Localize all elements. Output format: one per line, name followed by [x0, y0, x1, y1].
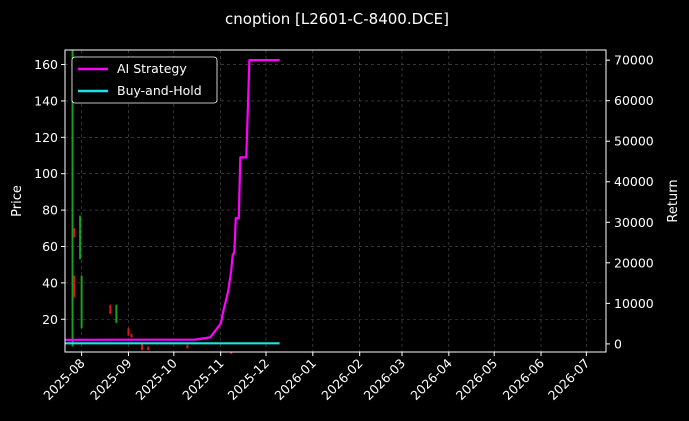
chart-title: cnoption [L2601-C-8400.DCE]	[225, 10, 449, 28]
y-left-tick-label: 60	[42, 239, 58, 254]
y-left-tick-label: 80	[42, 203, 58, 218]
candle	[115, 304, 118, 323]
y-right-tick-label: 40000	[614, 174, 654, 189]
y-right-tick-label: 0	[614, 336, 622, 351]
candle	[130, 333, 133, 338]
y-right-tick-label: 30000	[614, 215, 654, 230]
legend: AI Strategy Buy-and-Hold	[71, 56, 218, 104]
candle	[186, 344, 189, 349]
candle	[73, 275, 76, 298]
candles	[71, 50, 233, 354]
legend-box	[71, 56, 218, 104]
y-left-tick-label: 140	[34, 93, 58, 108]
candle	[71, 50, 74, 347]
y-left-tick-label: 20	[42, 312, 58, 327]
legend-bh-label: Buy-and-Hold	[117, 83, 202, 98]
candle	[109, 304, 112, 314]
candle	[80, 275, 83, 329]
candle	[73, 228, 76, 238]
y-left-tick-label: 160	[34, 57, 58, 72]
plot-frame	[64, 49, 607, 353]
y-right-tick-label: 20000	[614, 255, 654, 270]
grid	[65, 50, 606, 352]
y-right-tick-label: 10000	[614, 296, 654, 311]
y-axis-label-right: Return	[666, 179, 681, 222]
y-left-tick-label: 40	[42, 275, 58, 290]
candle	[147, 346, 150, 351]
candle	[79, 215, 82, 260]
candle	[127, 328, 130, 336]
y-left-tick-label: 120	[34, 130, 58, 145]
y-left-tick-label: 100	[34, 166, 58, 181]
lines	[64, 58, 280, 345]
candle	[141, 342, 144, 351]
ai-strategy-line	[64, 58, 280, 341]
y-right-tick-label: 60000	[614, 93, 654, 108]
candle	[230, 352, 233, 354]
y-axis-label-left: Price	[10, 185, 25, 217]
legend-ai-label: AI Strategy	[117, 61, 187, 76]
y-right-tick-label: 50000	[614, 134, 654, 149]
y-right-tick-label: 70000	[614, 53, 654, 68]
